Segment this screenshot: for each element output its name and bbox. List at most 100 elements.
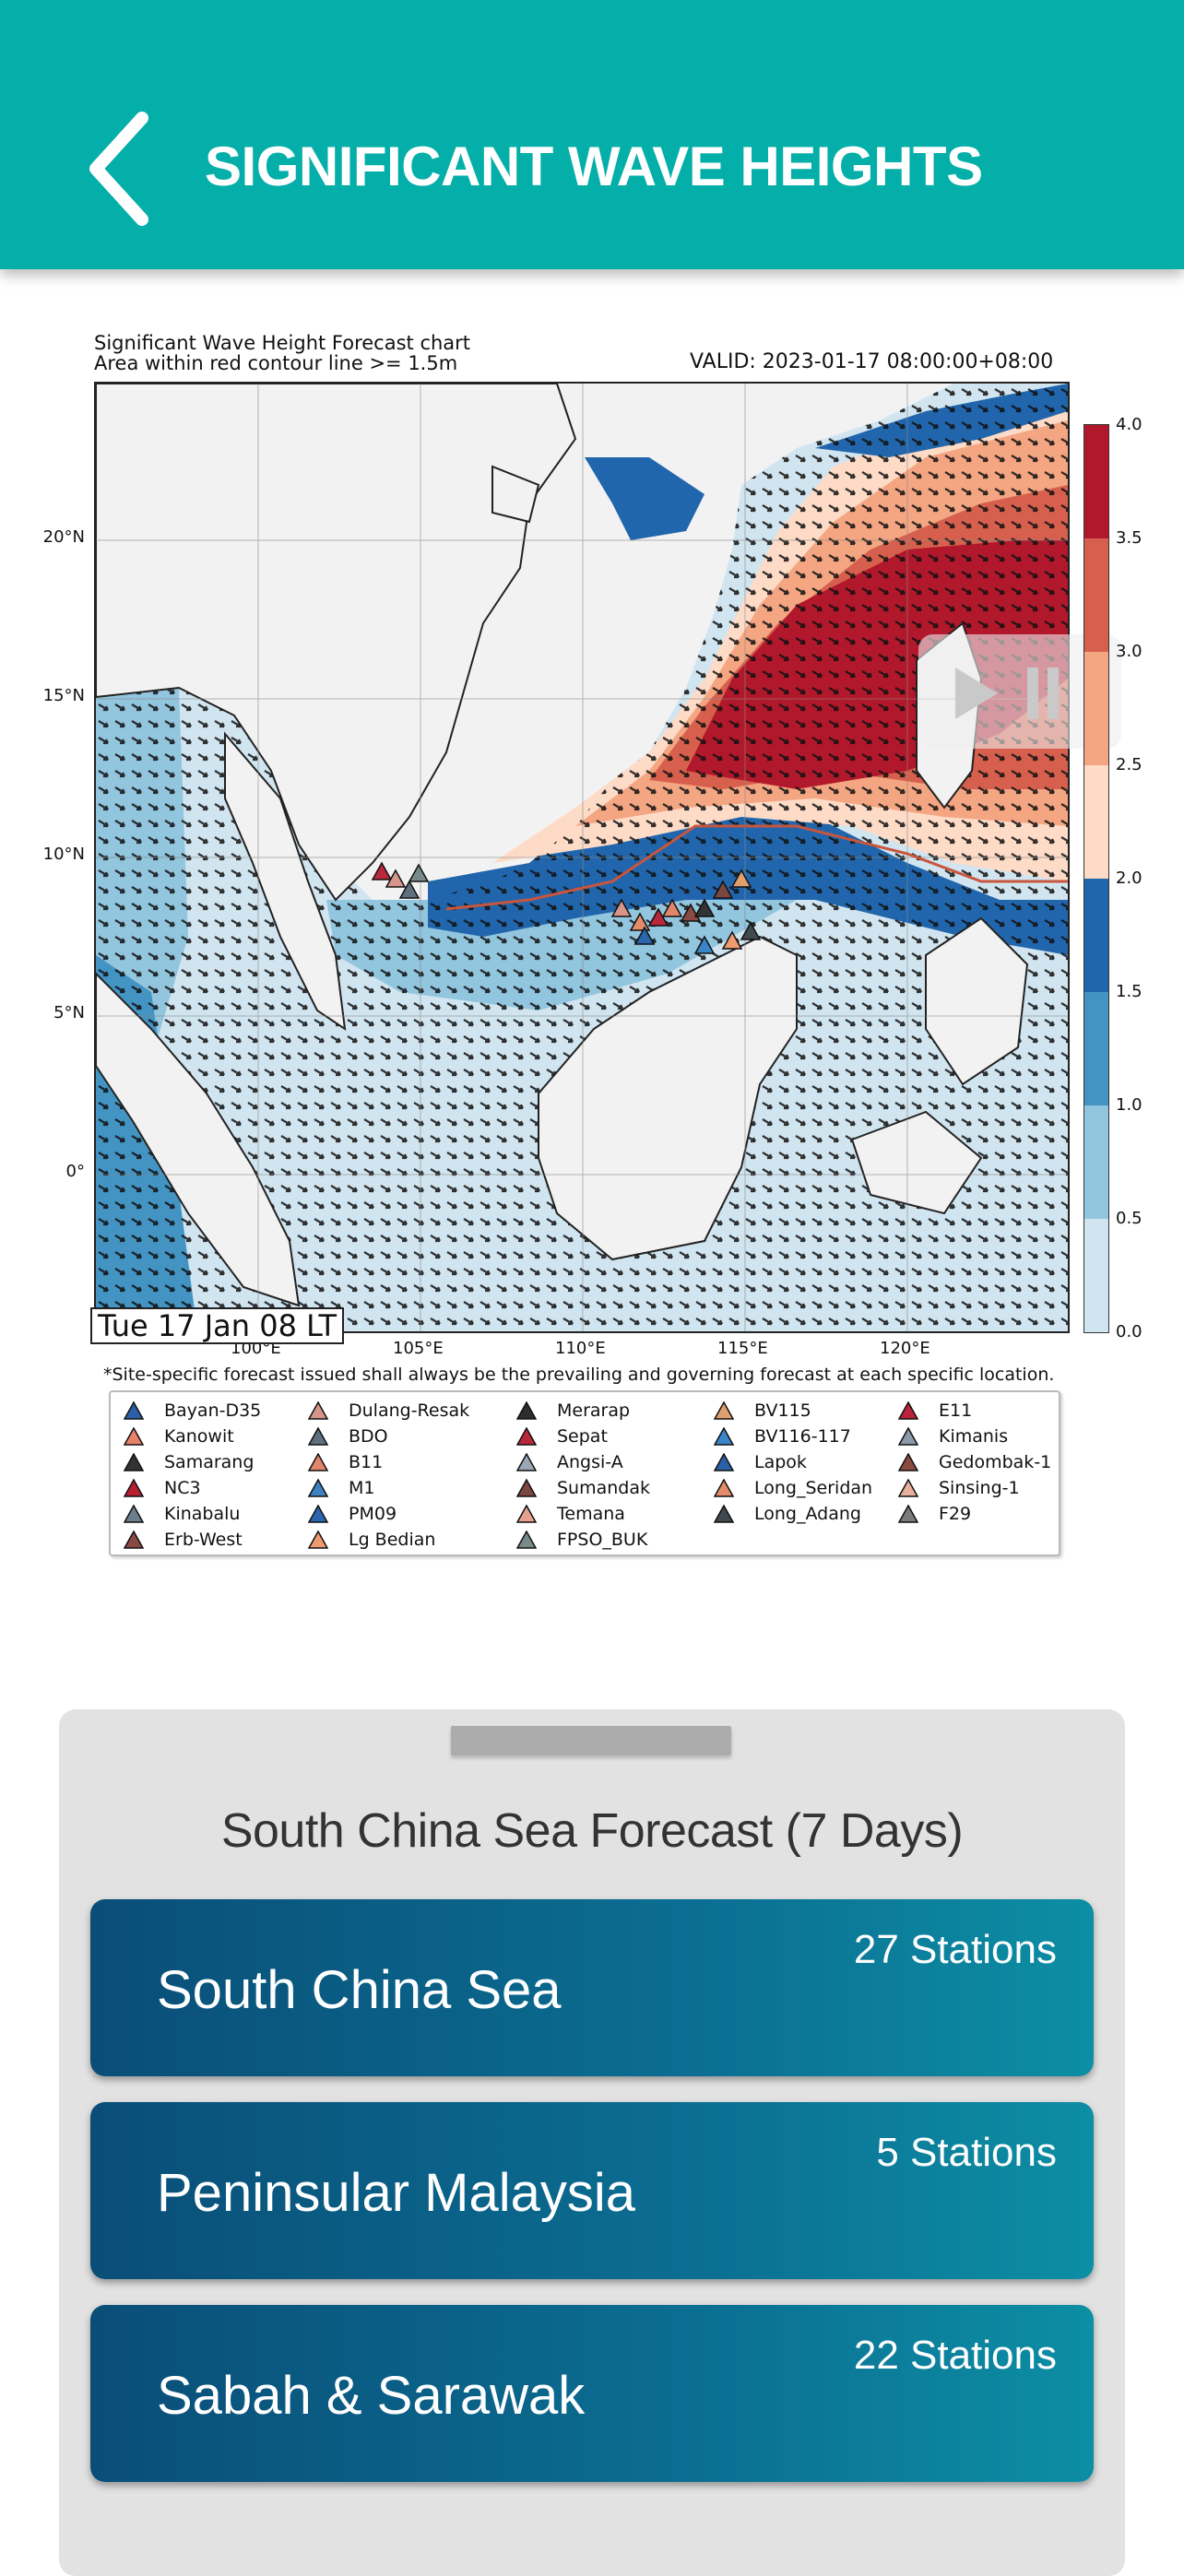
triangle-marker-icon: [308, 1453, 328, 1471]
legend-label: F29: [939, 1504, 972, 1524]
legend-label: PM09: [349, 1504, 397, 1524]
legend-item: Lapok: [714, 1449, 807, 1475]
legend-label: Gedombak-1: [939, 1452, 1052, 1472]
legend-item: Kimanis: [898, 1424, 1008, 1449]
lat-tick: 15°N: [42, 686, 85, 705]
legend-item: Samarang: [124, 1449, 254, 1475]
back-button[interactable]: [85, 109, 159, 229]
legend-item: Merarap: [516, 1398, 630, 1424]
triangle-marker-icon: [124, 1401, 144, 1420]
legend-item: Erb-West: [124, 1527, 243, 1553]
legend-item: F29: [898, 1501, 971, 1527]
legend-label: NC3: [164, 1478, 201, 1498]
chart-subtitle: Area within red contour line >= 1.5m: [94, 352, 458, 374]
triangle-marker-icon: [124, 1479, 144, 1497]
legend-item: Dulang-Resak: [308, 1398, 469, 1424]
legend-item: Sepat: [516, 1424, 608, 1449]
lon-tick: 110°E: [555, 1339, 606, 1358]
triangle-marker-icon: [714, 1401, 734, 1420]
legend-label: BV115: [754, 1400, 811, 1421]
station-legend: Bayan-D35 Kanowit Samarang NC3 Kinabalu Erb-W…: [109, 1390, 1060, 1556]
legend-item: Lg Bedian: [308, 1527, 435, 1553]
legend-item: Gedombak-1: [898, 1449, 1051, 1475]
legend-item: NC3: [124, 1475, 201, 1501]
legend-label: BV116-117: [754, 1426, 851, 1447]
play-pause-icon: [955, 668, 1059, 719]
legend-item: BV116-117: [714, 1424, 851, 1449]
station-count: 5 Stations: [876, 2130, 1057, 2175]
legend-item: E11: [898, 1398, 972, 1424]
triangle-marker-icon: [898, 1453, 918, 1471]
colorbar-tick: 2.5: [1116, 755, 1143, 774]
page-title: SIGNIFICANT WAVE HEIGHTS: [205, 136, 983, 197]
legend-item: Sinsing-1: [898, 1475, 1020, 1501]
triangle-marker-icon: [308, 1401, 328, 1420]
legend-item: Temana: [516, 1501, 625, 1527]
colorbar-tick: 1.0: [1116, 1095, 1143, 1115]
legend-item: Long_Seridan: [714, 1475, 872, 1501]
station-count: 27 Stations: [853, 1927, 1057, 1972]
legend-label: Kanowit: [164, 1426, 234, 1447]
triangle-marker-icon: [516, 1401, 537, 1420]
panel-title: South China Sea Forecast (7 Days): [220, 1804, 964, 1858]
legend-label: Bayan-D35: [164, 1400, 262, 1421]
triangle-marker-icon: [516, 1505, 537, 1523]
colorbar-tick: 2.0: [1116, 869, 1143, 888]
triangle-marker-icon: [714, 1479, 734, 1497]
legend-label: M1: [349, 1478, 375, 1498]
legend-item: Kanowit: [124, 1424, 234, 1449]
triangle-marker-icon: [308, 1479, 328, 1497]
legend-item: B11: [308, 1449, 383, 1475]
lat-tick: 5°N: [53, 1003, 85, 1022]
region-name: Sabah & Sarawak: [157, 2366, 586, 2426]
drag-handle[interactable]: [451, 1726, 731, 1755]
lon-tick: 115°E: [717, 1339, 768, 1358]
legend-label: E11: [939, 1400, 973, 1421]
region-name: South China Sea: [157, 1960, 562, 2020]
chart-title: Significant Wave Height Forecast chart: [94, 332, 471, 354]
legend-item: Kinabalu: [124, 1501, 240, 1527]
triangle-marker-icon: [516, 1427, 537, 1446]
forecast-map: [94, 382, 1070, 1333]
legend-item: BV115: [714, 1398, 811, 1424]
lat-tick: 10°N: [42, 845, 85, 864]
legend-item: Angsi-A: [516, 1449, 623, 1475]
colorbar-tick: 4.0: [1116, 415, 1143, 434]
forecast-panel: South China Sea Forecast (7 Days) South …: [59, 1709, 1125, 2576]
lon-tick: 105°E: [393, 1339, 444, 1358]
triangle-marker-icon: [308, 1505, 328, 1523]
legend-label: Lg Bedian: [349, 1530, 436, 1550]
colorbar-tick: 0.5: [1116, 1209, 1143, 1228]
legend-item: FPSO_BUK: [516, 1527, 647, 1553]
chart-footnote: *Site-specific forecast issued shall alw…: [103, 1365, 1055, 1385]
triangle-marker-icon: [714, 1427, 734, 1446]
legend-label: Long_Adang: [754, 1504, 861, 1524]
legend-label: Merarap: [557, 1400, 631, 1421]
region-name: Peninsular Malaysia: [157, 2163, 636, 2223]
region-card-peninsular-malaysia[interactable]: Peninsular Malaysia 5 Stations: [90, 2102, 1094, 2279]
legend-item: Sumandak: [516, 1475, 650, 1501]
lon-tick: 120°E: [880, 1339, 930, 1358]
region-card-sabah-sarawak[interactable]: Sabah & Sarawak 22 Stations: [90, 2305, 1094, 2482]
colorbar: [1083, 424, 1109, 1333]
triangle-marker-icon: [124, 1530, 144, 1549]
triangle-marker-icon: [714, 1453, 734, 1471]
legend-item: Long_Adang: [714, 1501, 861, 1527]
chevron-left-icon: [89, 112, 148, 226]
legend-label: Dulang-Resak: [349, 1400, 470, 1421]
lat-tick: 0°: [65, 1162, 85, 1181]
wave-field: [96, 384, 1068, 1331]
date-label: Tue 17 Jan 08 LT: [90, 1307, 345, 1344]
region-card-south-china-sea[interactable]: South China Sea 27 Stations: [90, 1899, 1094, 2076]
app-header: SIGNIFICANT WAVE HEIGHTS: [0, 0, 1184, 269]
legend-label: Sinsing-1: [939, 1478, 1020, 1498]
legend-item: Bayan-D35: [124, 1398, 261, 1424]
legend-label: Temana: [557, 1504, 625, 1524]
triangle-marker-icon: [124, 1505, 144, 1523]
legend-label: Erb-West: [164, 1530, 243, 1550]
triangle-marker-icon: [898, 1401, 918, 1420]
wave-height-chart[interactable]: Significant Wave Height Forecast chart A…: [0, 313, 1184, 1577]
triangle-marker-icon: [898, 1505, 918, 1523]
legend-label: B11: [349, 1452, 384, 1472]
triangle-marker-icon: [714, 1505, 734, 1523]
